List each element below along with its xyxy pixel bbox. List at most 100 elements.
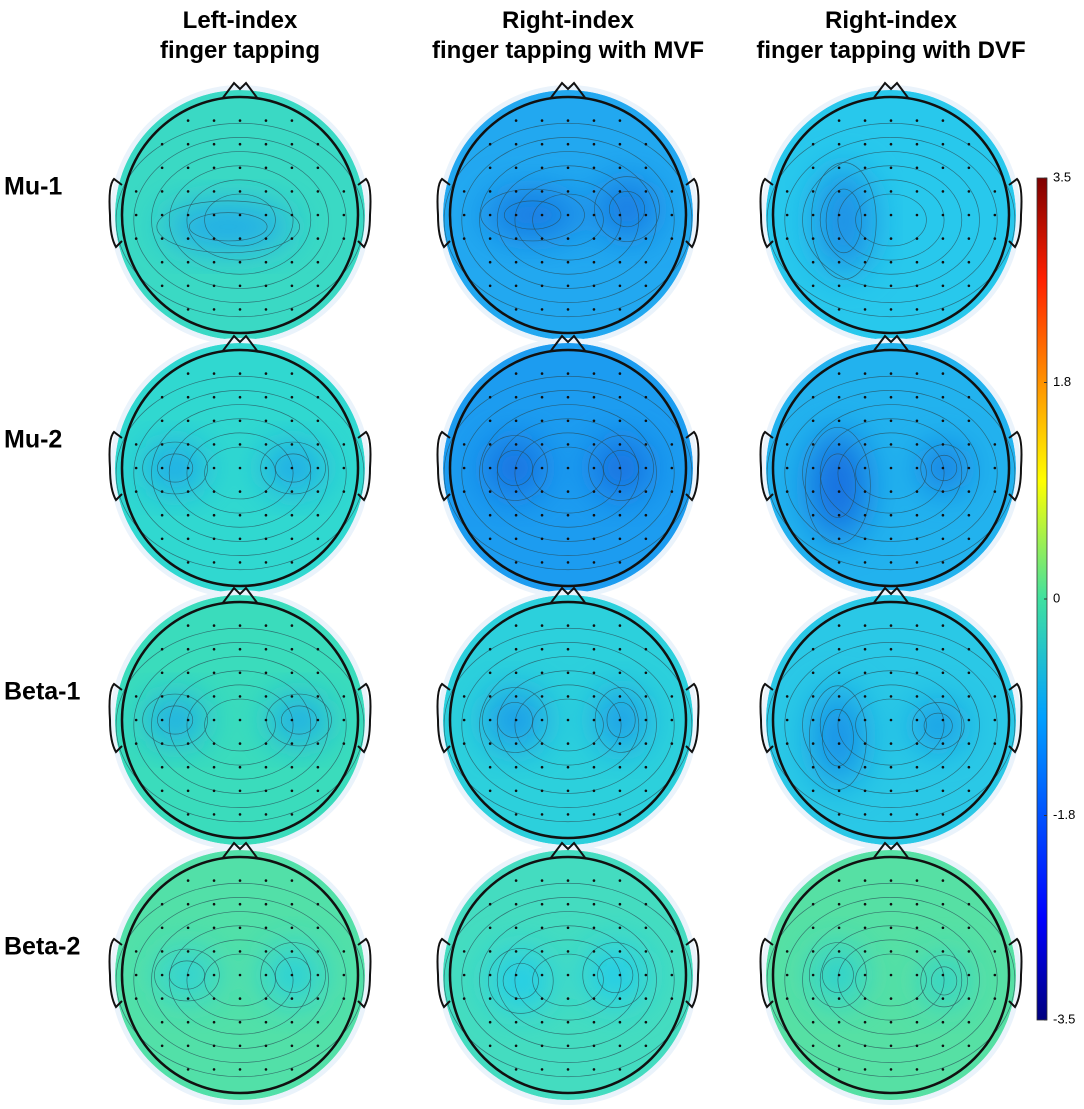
electrode xyxy=(212,419,216,423)
ear xyxy=(436,177,451,249)
electrode xyxy=(488,513,492,517)
contour xyxy=(802,911,980,1049)
electrode xyxy=(514,513,518,517)
electrode xyxy=(566,997,570,1000)
contour xyxy=(805,426,871,545)
electrode xyxy=(837,789,841,793)
contour xyxy=(808,942,867,1008)
electrode xyxy=(160,537,164,541)
electrode xyxy=(238,671,242,675)
electrode xyxy=(290,718,294,722)
ear xyxy=(357,177,372,249)
electrode xyxy=(134,997,138,1000)
electrode xyxy=(941,695,945,698)
contour xyxy=(275,956,312,994)
contour xyxy=(855,953,927,1007)
contour xyxy=(819,453,856,518)
electrode xyxy=(592,308,596,311)
electrode xyxy=(488,166,492,170)
electrode xyxy=(915,718,919,722)
electrode xyxy=(592,973,596,977)
electrode xyxy=(837,284,841,288)
electrode xyxy=(785,237,789,240)
electrode xyxy=(941,950,945,953)
blob xyxy=(585,945,645,1005)
contour xyxy=(204,698,276,752)
electrode xyxy=(863,647,867,651)
electrode xyxy=(514,213,518,217)
electrode xyxy=(785,742,789,745)
electrode xyxy=(941,624,945,627)
electrode xyxy=(837,765,841,769)
nose xyxy=(221,334,259,353)
electrode xyxy=(837,647,841,651)
electrode xyxy=(488,765,492,769)
electrode xyxy=(618,973,622,977)
electrode xyxy=(488,190,492,193)
electrode xyxy=(644,902,648,906)
electrode xyxy=(618,647,622,651)
contour xyxy=(260,441,326,495)
electrode xyxy=(540,624,544,627)
electrode xyxy=(566,260,570,264)
electrode xyxy=(488,443,492,446)
column-title: Left-index xyxy=(183,7,298,34)
electrode xyxy=(186,765,190,769)
contour xyxy=(204,193,276,247)
electrode xyxy=(967,537,971,541)
electrode xyxy=(238,1068,242,1071)
electrode xyxy=(342,718,346,722)
contour xyxy=(597,956,634,994)
electrode xyxy=(967,671,971,675)
electrode xyxy=(941,973,945,977)
electrode xyxy=(889,973,893,977)
nose xyxy=(221,81,259,100)
electrode xyxy=(514,997,518,1000)
electrode xyxy=(488,466,492,470)
electrode xyxy=(160,718,164,722)
electrode xyxy=(290,395,294,399)
electrode xyxy=(160,213,164,217)
electrode xyxy=(618,166,622,170)
contour xyxy=(766,122,1016,318)
electrode xyxy=(160,466,164,470)
electrode xyxy=(889,284,893,288)
electrode xyxy=(915,443,919,446)
electrode xyxy=(566,443,570,446)
electrode xyxy=(488,742,492,745)
contour xyxy=(532,446,604,500)
electrode xyxy=(889,1068,893,1071)
electrode xyxy=(592,1068,596,1071)
electrode xyxy=(941,284,945,288)
electrode xyxy=(863,926,867,930)
electrode xyxy=(264,950,268,953)
electrode xyxy=(488,395,492,399)
contour xyxy=(603,449,640,487)
contour xyxy=(443,882,693,1078)
electrode xyxy=(186,308,190,311)
contour xyxy=(496,670,640,780)
contour xyxy=(802,151,980,289)
electrode xyxy=(863,671,867,675)
ear xyxy=(108,430,123,502)
contour xyxy=(461,137,675,303)
electrode xyxy=(967,973,971,977)
electrode xyxy=(592,742,596,745)
electrode xyxy=(915,237,919,240)
electrode xyxy=(264,466,268,470)
electrode xyxy=(540,308,544,311)
blob xyxy=(491,951,551,1011)
electrode xyxy=(290,308,294,311)
electrode xyxy=(540,190,544,193)
electrode xyxy=(837,419,841,423)
contour xyxy=(766,375,1016,571)
contour xyxy=(911,702,965,750)
electrode xyxy=(837,902,841,906)
electrode xyxy=(837,742,841,745)
electrode xyxy=(186,190,190,193)
head xyxy=(448,600,688,840)
electrode xyxy=(915,308,919,311)
contour xyxy=(514,179,622,261)
contour xyxy=(837,684,945,766)
electrode xyxy=(264,926,268,930)
